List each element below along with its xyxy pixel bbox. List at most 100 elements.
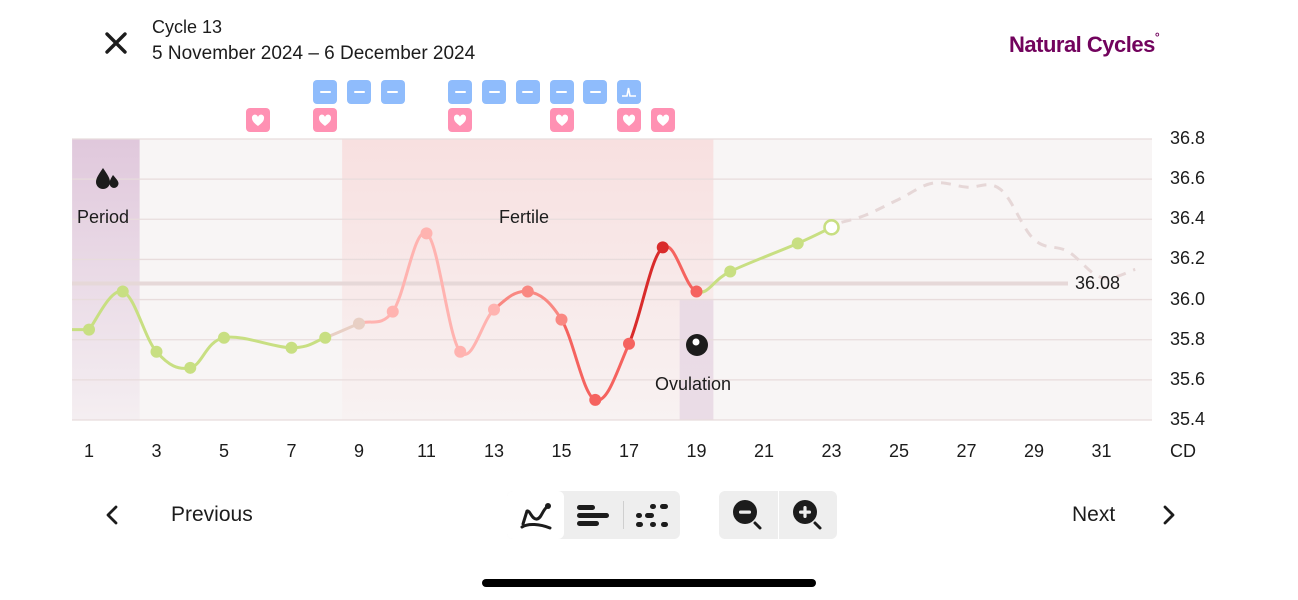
- x-tick-label: 25: [888, 441, 910, 461]
- zoom-divider: [778, 491, 779, 539]
- zoom-in-button[interactable]: [779, 491, 837, 539]
- temperature-point: [823, 219, 840, 236]
- test-tag[interactable]: [583, 80, 608, 104]
- chevron-right-icon: [1163, 505, 1175, 525]
- test-tag[interactable]: [482, 80, 506, 104]
- brand-logo: Natural Cycles°: [1009, 30, 1160, 58]
- x-tick-label: 17: [618, 441, 640, 461]
- y-tick-label: 36.2: [1170, 248, 1206, 269]
- period-label: Period: [77, 207, 130, 227]
- sex-tag[interactable]: [650, 108, 675, 132]
- sex-tag[interactable]: [313, 108, 338, 132]
- heart-icon: [656, 114, 669, 126]
- close-icon: [105, 32, 127, 54]
- dash-icon: [319, 91, 331, 93]
- test-tag[interactable]: [380, 80, 405, 104]
- dash-icon: [488, 91, 500, 93]
- temperature-point: [555, 313, 568, 326]
- test-tag[interactable]: [515, 80, 540, 104]
- dash-icon: [454, 91, 466, 93]
- test-tag[interactable]: [347, 80, 371, 104]
- test-tag[interactable]: [617, 80, 641, 104]
- drops-icon: [96, 168, 119, 189]
- next-button[interactable]: Next: [1072, 500, 1202, 530]
- temperature-point: [83, 323, 95, 336]
- ovulation-band: [679, 299, 714, 420]
- x-tick-label: 3: [151, 441, 162, 461]
- line-chart-icon: [520, 503, 551, 530]
- temperature-point: [589, 393, 602, 406]
- coverline-value: 36.08: [1075, 273, 1121, 293]
- zoom-in-icon: [793, 500, 822, 530]
- temperature-point: [690, 285, 703, 298]
- x-tick-label: 11: [417, 441, 436, 461]
- heart-icon: [454, 114, 467, 126]
- sex-tag[interactable]: [448, 108, 473, 132]
- temperature-point: [521, 285, 534, 298]
- heart-icon: [251, 114, 264, 126]
- x-tick-label: 29: [1023, 441, 1045, 461]
- x-tick-label: 23: [821, 441, 842, 461]
- lh-peak-icon: [622, 87, 636, 97]
- x-tick-label: 21: [753, 441, 775, 461]
- y-tick-label: 35.8: [1170, 328, 1206, 349]
- graph-view-button[interactable]: [507, 491, 564, 539]
- temperature-chart[interactable]: [0, 0, 1298, 480]
- zoom-controls: [719, 491, 837, 539]
- prediction-line: [841, 181, 1136, 280]
- cycle-date-range: 5 November 2024 – 6 December 2024: [152, 43, 476, 64]
- sex-tag[interactable]: [617, 108, 641, 132]
- home-indicator[interactable]: [482, 579, 816, 587]
- temperature-point: [218, 331, 230, 344]
- zoom-out-button[interactable]: [719, 491, 777, 539]
- temperature-point: [623, 337, 635, 350]
- sex-tag[interactable]: [245, 108, 270, 132]
- list-view-button[interactable]: [564, 491, 622, 539]
- bars-icon: [577, 505, 609, 526]
- temperature-line: [425, 231, 462, 354]
- x-tick-label: 15: [551, 441, 572, 461]
- chevron-left-icon: [106, 505, 118, 525]
- sex-tag[interactable]: [549, 108, 574, 132]
- test-tag[interactable]: [313, 80, 338, 104]
- ovulation-icon: [686, 334, 708, 356]
- cycle-title: Cycle 13: [152, 17, 223, 37]
- y-tick-label: 35.4: [1170, 409, 1206, 429]
- x-tick-label: 5: [218, 441, 230, 461]
- y-tick-label: 36.8: [1170, 128, 1206, 148]
- temperature-point: [656, 241, 669, 254]
- heart-icon: [555, 114, 568, 126]
- segment-divider: [623, 501, 624, 529]
- test-tag[interactable]: [549, 80, 574, 104]
- dash-icon: [387, 91, 399, 93]
- temperature-point: [791, 237, 804, 250]
- y-tick-label: 36.4: [1170, 208, 1206, 229]
- ovulation-marker: [685, 333, 709, 362]
- x-tick-label: 13: [483, 441, 505, 461]
- y-tick-label: 35.6: [1170, 368, 1206, 389]
- close-button[interactable]: [100, 27, 132, 59]
- dash-icon: [522, 91, 534, 93]
- x-tick-label: 19: [686, 441, 707, 461]
- temperature-line: [627, 245, 665, 346]
- test-tag[interactable]: [448, 80, 473, 104]
- temperature-point: [353, 317, 365, 330]
- fertile-label: Fertile: [499, 207, 550, 227]
- dash-icon: [589, 91, 601, 93]
- y-tick-label: 36.6: [1170, 168, 1206, 189]
- dots-view-button[interactable]: [624, 491, 680, 539]
- dots-icon: [636, 504, 668, 527]
- x-tick-label: 27: [956, 441, 977, 461]
- temperature-point: [454, 345, 467, 358]
- y-tick-label: 36.0: [1170, 288, 1206, 309]
- brand-mark: °: [1154, 30, 1160, 44]
- temperature-point: [488, 303, 500, 316]
- period-drops-icon: [94, 167, 120, 196]
- temperature-point: [319, 331, 332, 344]
- heart-icon: [319, 114, 332, 126]
- ovulation-label: Ovulation: [655, 374, 732, 394]
- previous-button[interactable]: Previous: [96, 500, 276, 530]
- temperature-point: [386, 305, 399, 318]
- x-tick-label: 7: [286, 441, 297, 461]
- heart-icon: [622, 114, 636, 126]
